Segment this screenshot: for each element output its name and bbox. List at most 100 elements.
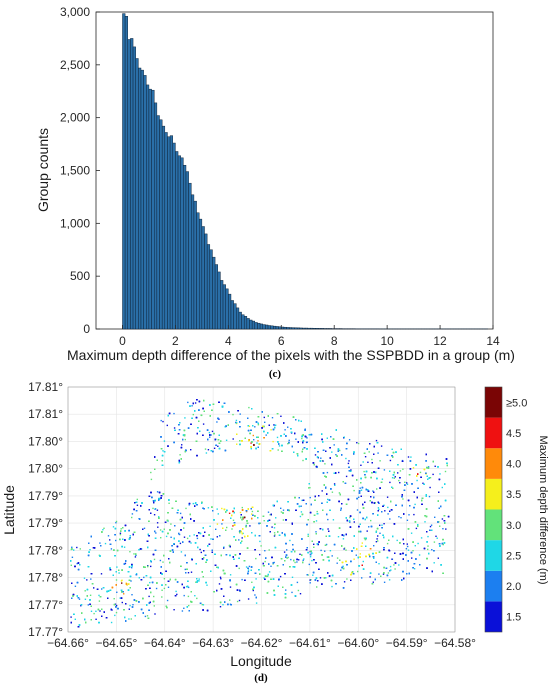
map-point (110, 621, 113, 624)
map-point (194, 410, 196, 412)
map-point (220, 588, 223, 590)
map-point (258, 569, 260, 571)
map-point (264, 575, 267, 577)
map-point (89, 594, 92, 596)
map-point (169, 578, 171, 581)
map-point (378, 573, 380, 575)
map-point (228, 544, 231, 547)
map-point (336, 562, 338, 564)
map-point (170, 536, 172, 538)
map-point (213, 519, 215, 521)
map-point (144, 615, 147, 618)
map-point (129, 537, 131, 539)
map-point (326, 501, 328, 503)
map-point (316, 456, 319, 458)
map-point (286, 549, 288, 551)
map-point (262, 425, 264, 428)
map-point (115, 611, 118, 614)
histogram-bar (241, 314, 245, 330)
map-point (147, 617, 150, 619)
map-point (368, 451, 370, 453)
map-point (284, 560, 286, 562)
map-point (130, 618, 132, 620)
map-point (299, 553, 301, 555)
map-point (259, 553, 261, 556)
map-point (210, 570, 212, 572)
map-point (338, 492, 341, 494)
map-point (146, 604, 148, 606)
map-point (401, 460, 404, 462)
map-point (160, 419, 162, 422)
map-point (195, 563, 197, 565)
map-point (154, 613, 156, 615)
map-point (271, 526, 273, 528)
map-point (71, 597, 73, 599)
map-point (284, 429, 286, 431)
map-point (187, 572, 190, 574)
map-point (276, 500, 278, 503)
map-point (357, 442, 360, 445)
map-point (209, 404, 211, 406)
map-point (362, 560, 364, 563)
map-point (78, 624, 81, 626)
map-point (202, 423, 205, 425)
map-point (323, 577, 326, 579)
map-point (255, 578, 257, 580)
map-point (291, 522, 293, 524)
map-point (391, 558, 393, 560)
map-point (317, 451, 319, 453)
map-point (255, 596, 257, 599)
map-point (359, 511, 361, 514)
map-point (178, 461, 180, 464)
map-point (198, 400, 201, 403)
map-point (399, 482, 401, 484)
map-point (422, 482, 424, 484)
map-point (321, 433, 323, 435)
map-point (202, 604, 205, 606)
map-point (363, 452, 366, 454)
map-point (217, 445, 219, 447)
map-point (287, 426, 289, 428)
histogram-bar (270, 325, 274, 330)
map-point (190, 591, 192, 593)
map-point (268, 563, 270, 565)
map-point (309, 556, 312, 558)
map-point (426, 475, 428, 477)
map-point (406, 573, 408, 575)
map-point (197, 546, 199, 549)
map-point (263, 430, 265, 433)
map-point (342, 565, 344, 567)
map-point (226, 526, 228, 529)
map-point (85, 621, 87, 624)
map-point (439, 473, 441, 475)
map-point (291, 576, 294, 578)
map-point (365, 537, 367, 539)
map-point (124, 562, 127, 565)
map-point (315, 577, 318, 579)
map-point (314, 447, 316, 449)
map-point (273, 535, 276, 537)
map-point (371, 458, 373, 461)
map-point (359, 523, 361, 525)
histogram-bar (156, 115, 160, 330)
map-point (201, 501, 203, 503)
histogram-bar (161, 125, 166, 330)
map-point (391, 477, 394, 479)
map-point (413, 491, 415, 493)
map-point (255, 447, 257, 450)
histogram-y-axis-label: Group counts (35, 128, 51, 212)
map-point (269, 531, 271, 533)
map-point (270, 565, 272, 567)
map-point (363, 470, 365, 473)
map-point (135, 574, 138, 576)
map-point (377, 535, 379, 537)
map-point (268, 549, 270, 551)
map-point (372, 581, 374, 583)
map-point (267, 520, 269, 522)
map-point (253, 439, 255, 441)
map-point (103, 527, 105, 529)
map-point (200, 551, 202, 554)
map-point (245, 510, 248, 513)
map-point (322, 472, 325, 474)
map-point (402, 538, 404, 541)
